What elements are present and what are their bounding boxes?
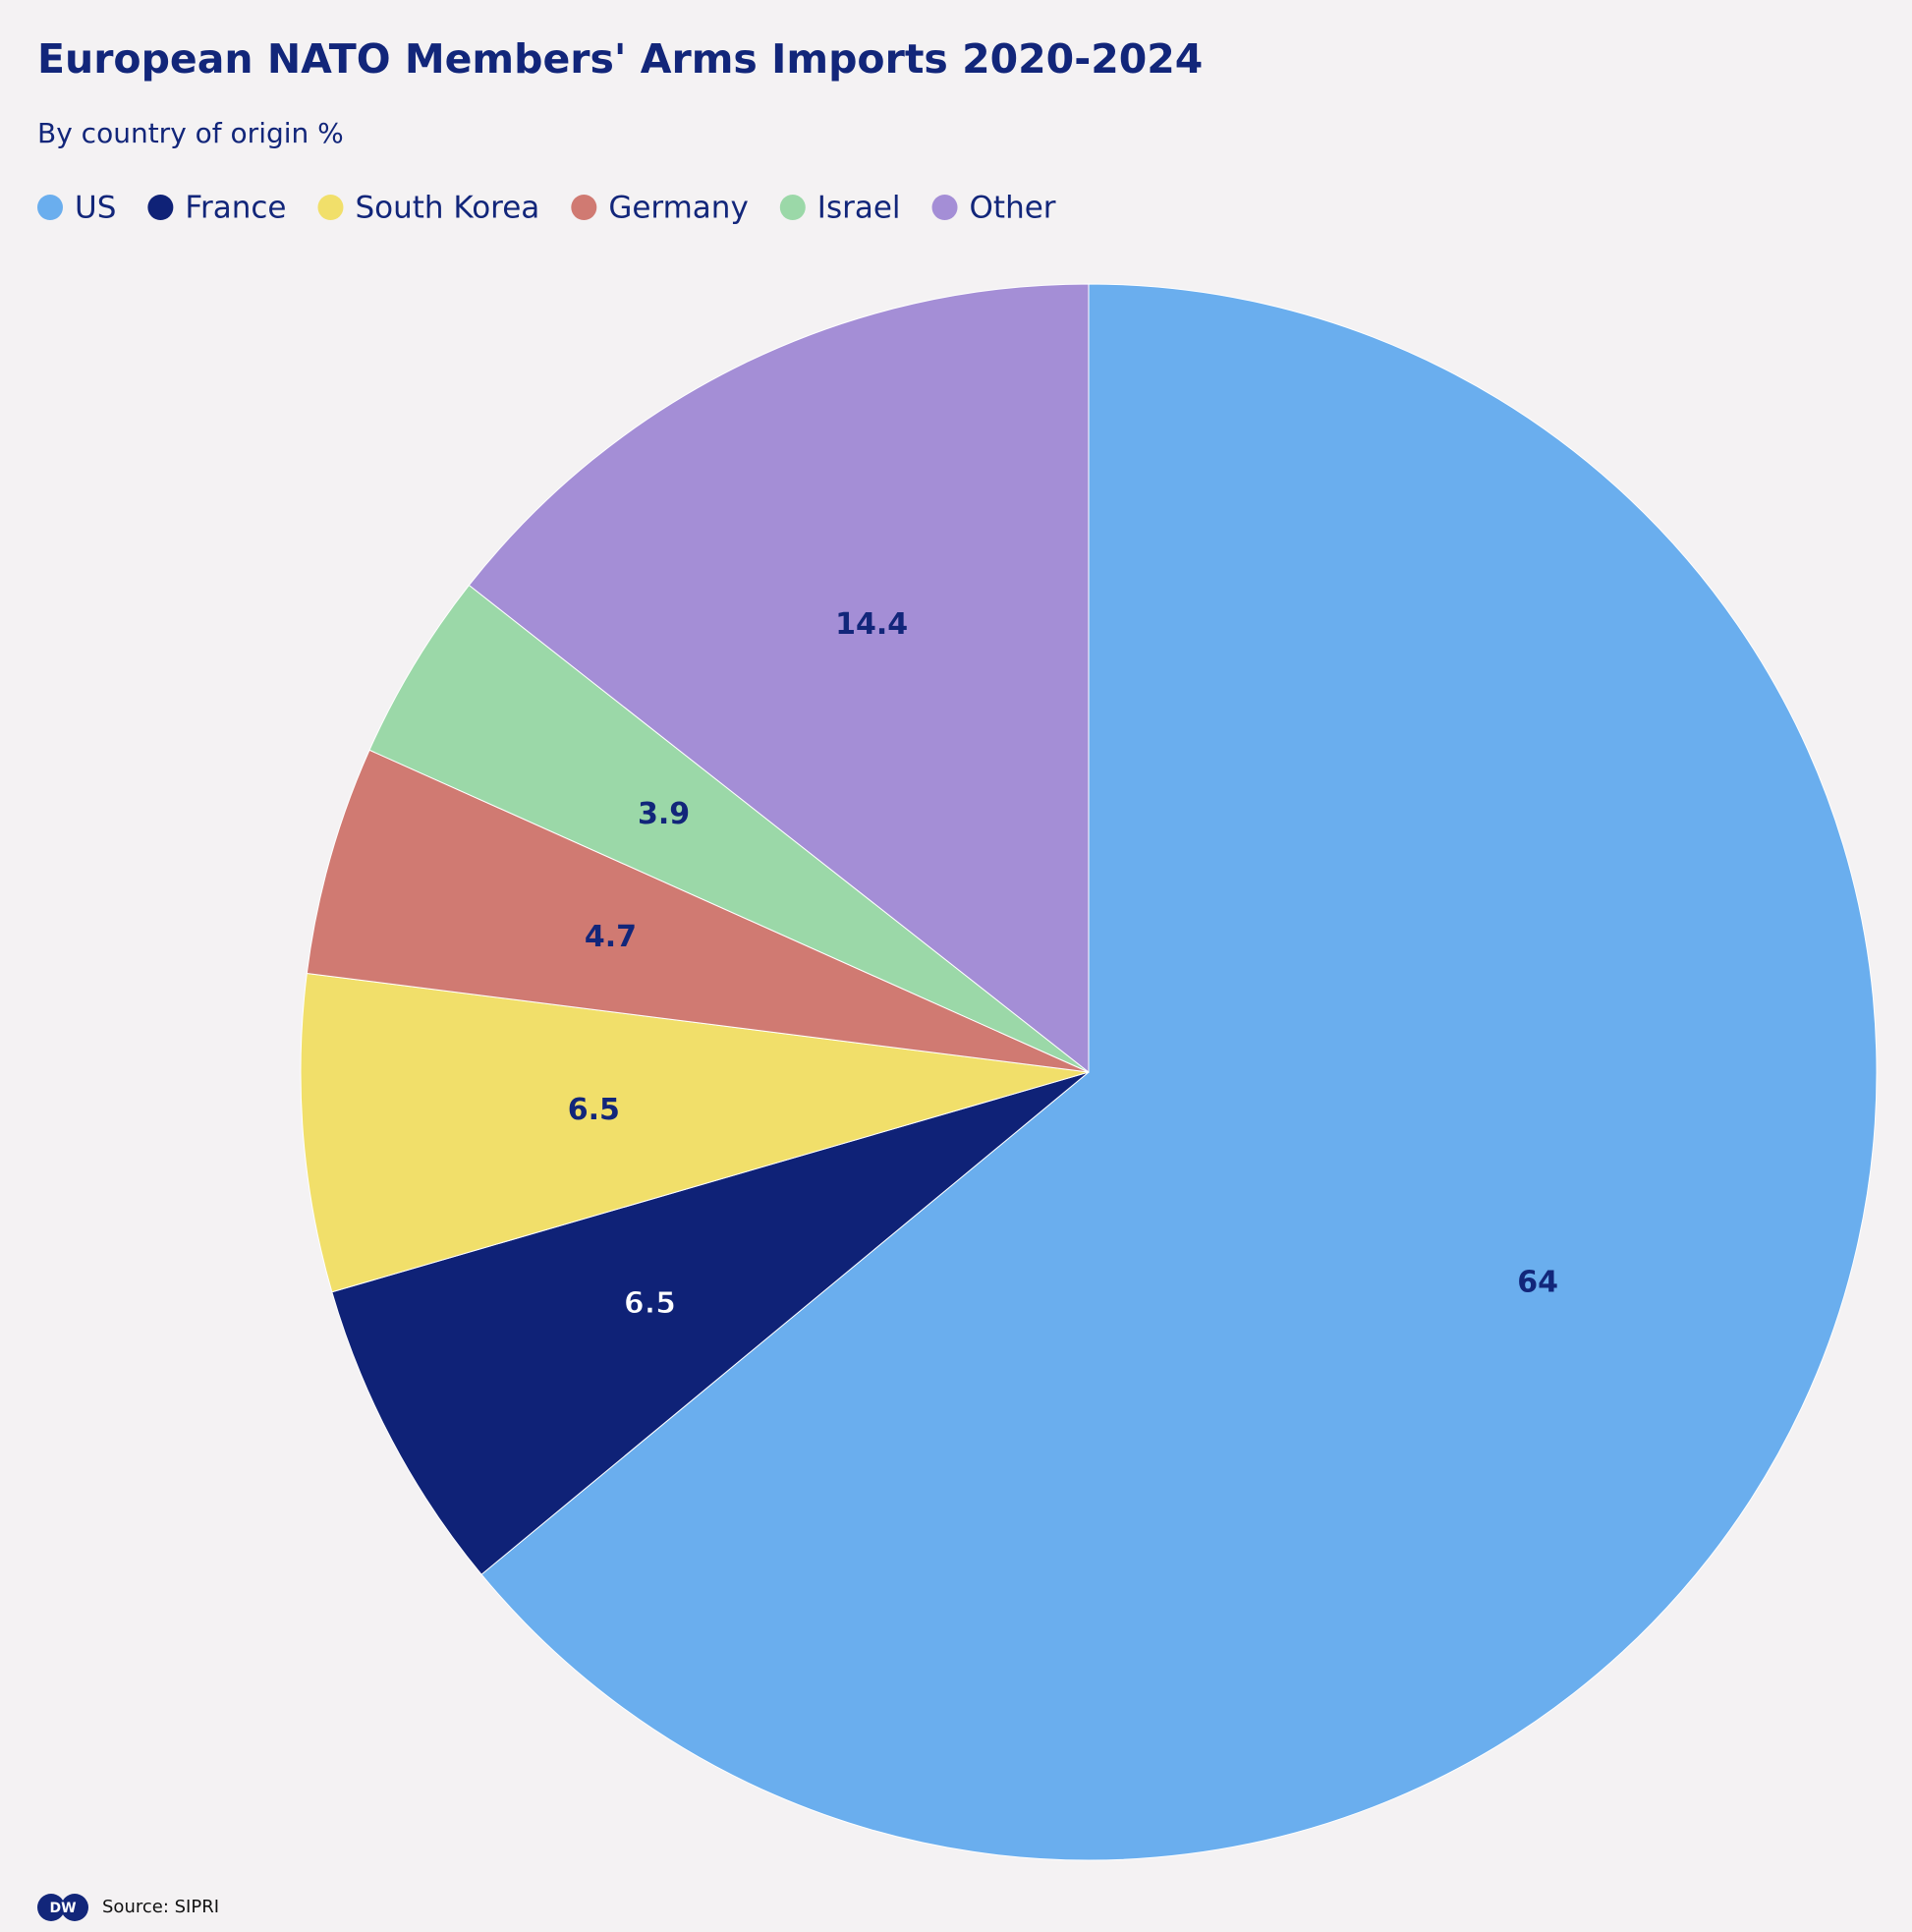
- legend-swatch: [37, 195, 63, 220]
- pie-slice: [300, 972, 1090, 1293]
- legend-swatch: [317, 195, 344, 220]
- legend-label: South Korea: [355, 191, 539, 226]
- logo-text: DW: [49, 1901, 76, 1916]
- legend-label: US: [75, 191, 116, 226]
- data-label: 6.5: [624, 1286, 676, 1321]
- legend-label: Israel: [817, 191, 901, 226]
- pie-slice: [368, 584, 1090, 1073]
- legend-swatch: [931, 195, 958, 220]
- legend-label: Germany: [608, 191, 748, 226]
- legend-swatch: [571, 195, 597, 220]
- pie-slice: [331, 1071, 1090, 1575]
- legend-swatch: [779, 195, 806, 220]
- logo-circle: [37, 1894, 65, 1921]
- pie-slice: [480, 283, 1878, 1861]
- data-label: 14.4: [835, 607, 908, 642]
- logo-circle: [61, 1894, 88, 1921]
- legend-label: Other: [970, 191, 1056, 226]
- source: Source: SIPRI: [102, 1897, 219, 1917]
- logo: DW: [37, 1894, 88, 1921]
- legend-label: France: [185, 191, 286, 226]
- legend-swatch: [147, 195, 174, 220]
- pie-slice: [306, 749, 1090, 1073]
- chart-subtitle: By country of origin %: [37, 117, 344, 149]
- data-label: 64: [1517, 1266, 1558, 1300]
- data-label: 3.9: [638, 797, 690, 831]
- data-label: 6.5: [568, 1093, 620, 1127]
- pie-slice: [468, 283, 1090, 1074]
- data-label: 4.7: [585, 920, 637, 954]
- chart-title: European NATO Members' Arms Imports 2020…: [37, 35, 1203, 83]
